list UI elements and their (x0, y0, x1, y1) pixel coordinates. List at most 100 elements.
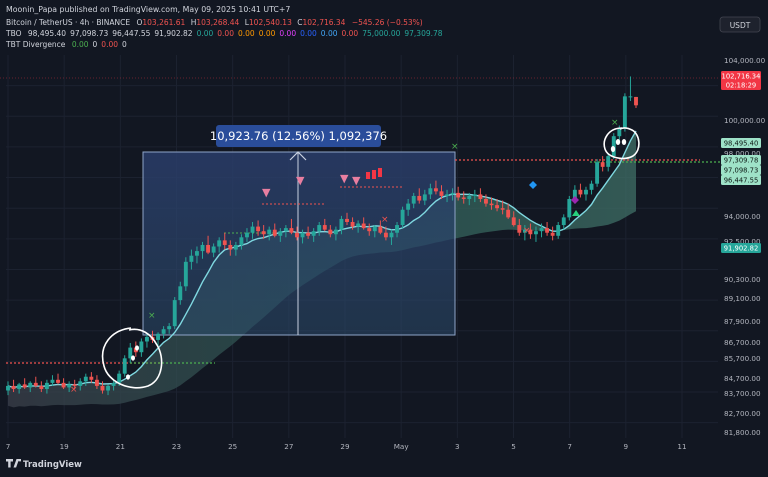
candle-body (239, 237, 244, 245)
candle-body (222, 240, 227, 245)
candle (433, 180, 438, 195)
tbt-name: TBT Divergence (5, 40, 66, 49)
candle-body (395, 225, 399, 233)
time-tick-label: 19 (60, 442, 70, 451)
price-tick-label: 82,700.00 (724, 409, 761, 418)
candle-body (195, 251, 199, 256)
candle-body (311, 231, 316, 236)
time-tick-label: 21 (116, 442, 125, 451)
candle (517, 218, 522, 236)
price-tick-label: 100,000.00 (724, 116, 766, 125)
price-tick-label: 81,800.00 (724, 428, 761, 437)
legend-value: 97,309.78 (404, 29, 442, 38)
candle-body (6, 385, 10, 391)
candle (178, 281, 183, 305)
legend-value: 0 (122, 40, 127, 49)
candle-body (511, 217, 516, 226)
low-label: L (245, 18, 250, 27)
candle (94, 375, 99, 389)
symbol-name: Bitcoin / TetherUS · 4h · BINANCE (6, 18, 130, 27)
candle (211, 243, 216, 258)
candle-body (117, 373, 122, 383)
tradingview-logo-text: TradingView (23, 460, 82, 470)
arrow-up-icon (289, 151, 307, 161)
price-tag: 96,447.55 (721, 175, 761, 185)
candle (111, 379, 116, 391)
candle-body (11, 385, 16, 389)
candle-body (139, 341, 144, 353)
signal-markers: ▼ ▼ ▼ ▼ × × × × × × (70, 118, 619, 395)
candle-body (300, 232, 305, 238)
candle-body (217, 240, 222, 247)
candle (217, 237, 222, 253)
candle-body (561, 217, 566, 226)
open-value: 103,261.61 (142, 18, 185, 27)
candle-body (345, 218, 349, 222)
cross-marker: × (381, 215, 389, 225)
legend-value: 0 (93, 40, 98, 49)
diamond-marker (571, 196, 579, 204)
candle (489, 197, 494, 210)
candle (422, 189, 427, 206)
candle-body (333, 229, 338, 235)
candle-body (450, 192, 455, 195)
candle-body (211, 246, 216, 253)
candle-body (156, 333, 160, 340)
candle (83, 373, 88, 386)
sell-signal-marker: ▼ (340, 172, 349, 185)
candle-body (189, 255, 194, 262)
candle-body (78, 381, 83, 386)
candle-body (528, 229, 533, 235)
time-tick-label: 7 (567, 442, 572, 451)
candle-body (283, 228, 288, 232)
candle (478, 188, 483, 203)
candle-body (567, 199, 572, 218)
candle (333, 226, 338, 241)
time-tick-label: 3 (455, 442, 460, 451)
candle (628, 76, 633, 101)
sell-signal-marker: ▼ (262, 186, 271, 199)
time-axis[interactable]: 7 19 21 23 25 27 29 May 3 5 7 9 11 (6, 442, 687, 451)
price-tick-label: 84,700.00 (724, 374, 761, 383)
candle (272, 223, 277, 238)
currency-badge[interactable]: USDT (719, 16, 761, 33)
tradingview-logo-icon (6, 459, 21, 468)
low-value: 102,540.13 (249, 18, 292, 27)
candle-body (328, 229, 333, 235)
candle (634, 96, 638, 109)
price-tag-text: 97,098.73 (724, 167, 759, 175)
candle (534, 226, 538, 242)
candle-body (600, 162, 605, 167)
candle-body (389, 232, 394, 238)
price-tag-text: 97,309.78 (724, 157, 759, 165)
legend-value: 97,098.73 (70, 29, 108, 38)
candle (250, 221, 255, 239)
candle-body (322, 225, 327, 230)
candle-body (233, 244, 238, 250)
candle (567, 195, 572, 221)
price-tick-label: 104,000.00 (724, 56, 766, 65)
candle (506, 203, 511, 219)
candle (167, 323, 172, 334)
price-axis[interactable]: 104,000.00 100,000.00 98,000.00 94,000.00 92… (724, 56, 766, 437)
candle (395, 221, 399, 238)
tradingview-logo[interactable]: TradingView (6, 459, 82, 470)
candle (161, 326, 166, 339)
candle (317, 221, 322, 236)
price-tag: 98,495.40 (721, 138, 761, 148)
candle (100, 381, 105, 394)
price-tag: 91,902.82 (721, 243, 761, 253)
highlight-circle (101, 327, 163, 389)
candle-body (595, 162, 600, 184)
measure-box (142, 151, 456, 336)
candle-body (400, 209, 405, 226)
measure-label: 10,923.76 (12.56%) 1,092,376 (210, 125, 387, 147)
price-tag-bg (721, 71, 761, 90)
candle (89, 372, 94, 383)
change-value: −545.26 (−0.53%) (352, 18, 423, 27)
candles (6, 76, 638, 396)
candle-body (183, 261, 188, 287)
candle (67, 381, 72, 393)
candle-body (245, 232, 249, 238)
legend-value: 91,902.82 (154, 29, 192, 38)
